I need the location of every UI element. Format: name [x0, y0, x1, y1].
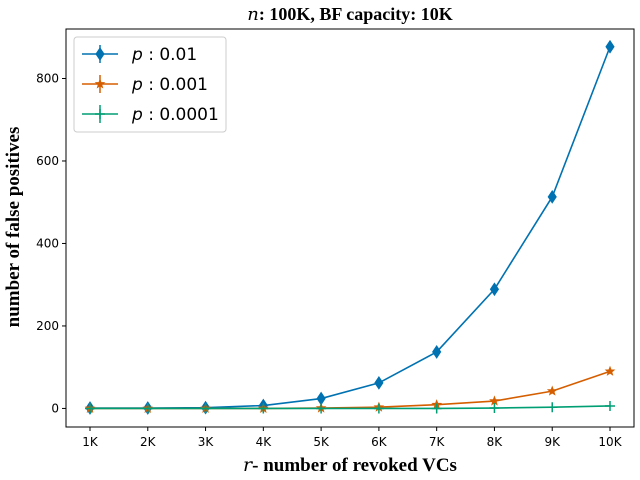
legend-label-var: p — [131, 45, 143, 65]
legend-label-value: : 0.01 — [143, 45, 197, 65]
x-tick-label: 8K — [487, 435, 504, 449]
x-tick-label: 2K — [140, 435, 157, 449]
series-line-2 — [90, 405, 611, 410]
y-tick-label: 200 — [36, 319, 59, 333]
x-axis-label: r- number of revoked VCs — [243, 454, 457, 476]
x-tick-label: 4K — [256, 435, 273, 449]
chart-title-var: n — [247, 4, 259, 25]
legend-label: p : 0.0001 — [131, 105, 219, 125]
data-point — [546, 385, 558, 396]
data-point — [258, 403, 269, 414]
data-point — [374, 375, 384, 390]
legend-marker — [95, 109, 105, 119]
x-tick-label: 7K — [429, 435, 446, 449]
y-tick-label: 800 — [36, 71, 59, 85]
x-tick-label: 6K — [371, 435, 388, 449]
x-tick-label: 1K — [82, 435, 99, 449]
x-axis-label-rest: - number of revoked VCs — [252, 455, 457, 476]
plot-frame — [65, 28, 635, 428]
data-point — [489, 282, 500, 297]
x-tick-label: 10K — [598, 435, 622, 449]
x-axis-label-var: r — [243, 454, 254, 476]
y-tick-label: 400 — [36, 236, 59, 250]
data-point — [605, 39, 615, 54]
legend-label: p : 0.001 — [131, 75, 208, 95]
x-tick-label: 5K — [313, 435, 330, 449]
legend-frame — [73, 36, 227, 133]
legend-label-var: p — [131, 75, 143, 95]
data-point — [373, 403, 384, 414]
legend-marker — [94, 78, 106, 89]
y-tick-label: 600 — [36, 154, 59, 168]
x-tick-label: 9K — [544, 435, 561, 449]
data-point — [316, 403, 327, 414]
x-tick-label: 3K — [198, 435, 215, 449]
data-point — [200, 403, 211, 414]
data-point — [604, 365, 616, 376]
y-tick-label: 0 — [51, 401, 59, 415]
legend-marker — [95, 47, 105, 61]
data-point — [142, 403, 153, 414]
chart-title: n: 100K, BF capacity: 10K — [247, 4, 452, 25]
data-point — [547, 189, 557, 204]
legend-label-var: p — [131, 105, 143, 125]
data-point — [432, 345, 442, 359]
data-point — [431, 403, 442, 414]
plot-area: 0 200 400 600 800 1K 2K 3K 4K 5K 6K 7K 8K 9K 10K p : 0.… — [36, 28, 635, 449]
data-point — [547, 402, 558, 413]
data-point — [489, 395, 500, 406]
y-axis-label: number of false positives — [3, 127, 24, 328]
legend-label: p : 0.01 — [131, 45, 197, 65]
legend-label-value: : 0.0001 — [143, 105, 219, 125]
data-point — [489, 403, 500, 414]
data-point — [85, 403, 95, 414]
chart-title-rest: : 100K, BF capacity: 10K — [259, 4, 453, 24]
legend-label-value: : 0.001 — [143, 75, 208, 95]
data-point — [605, 400, 615, 411]
